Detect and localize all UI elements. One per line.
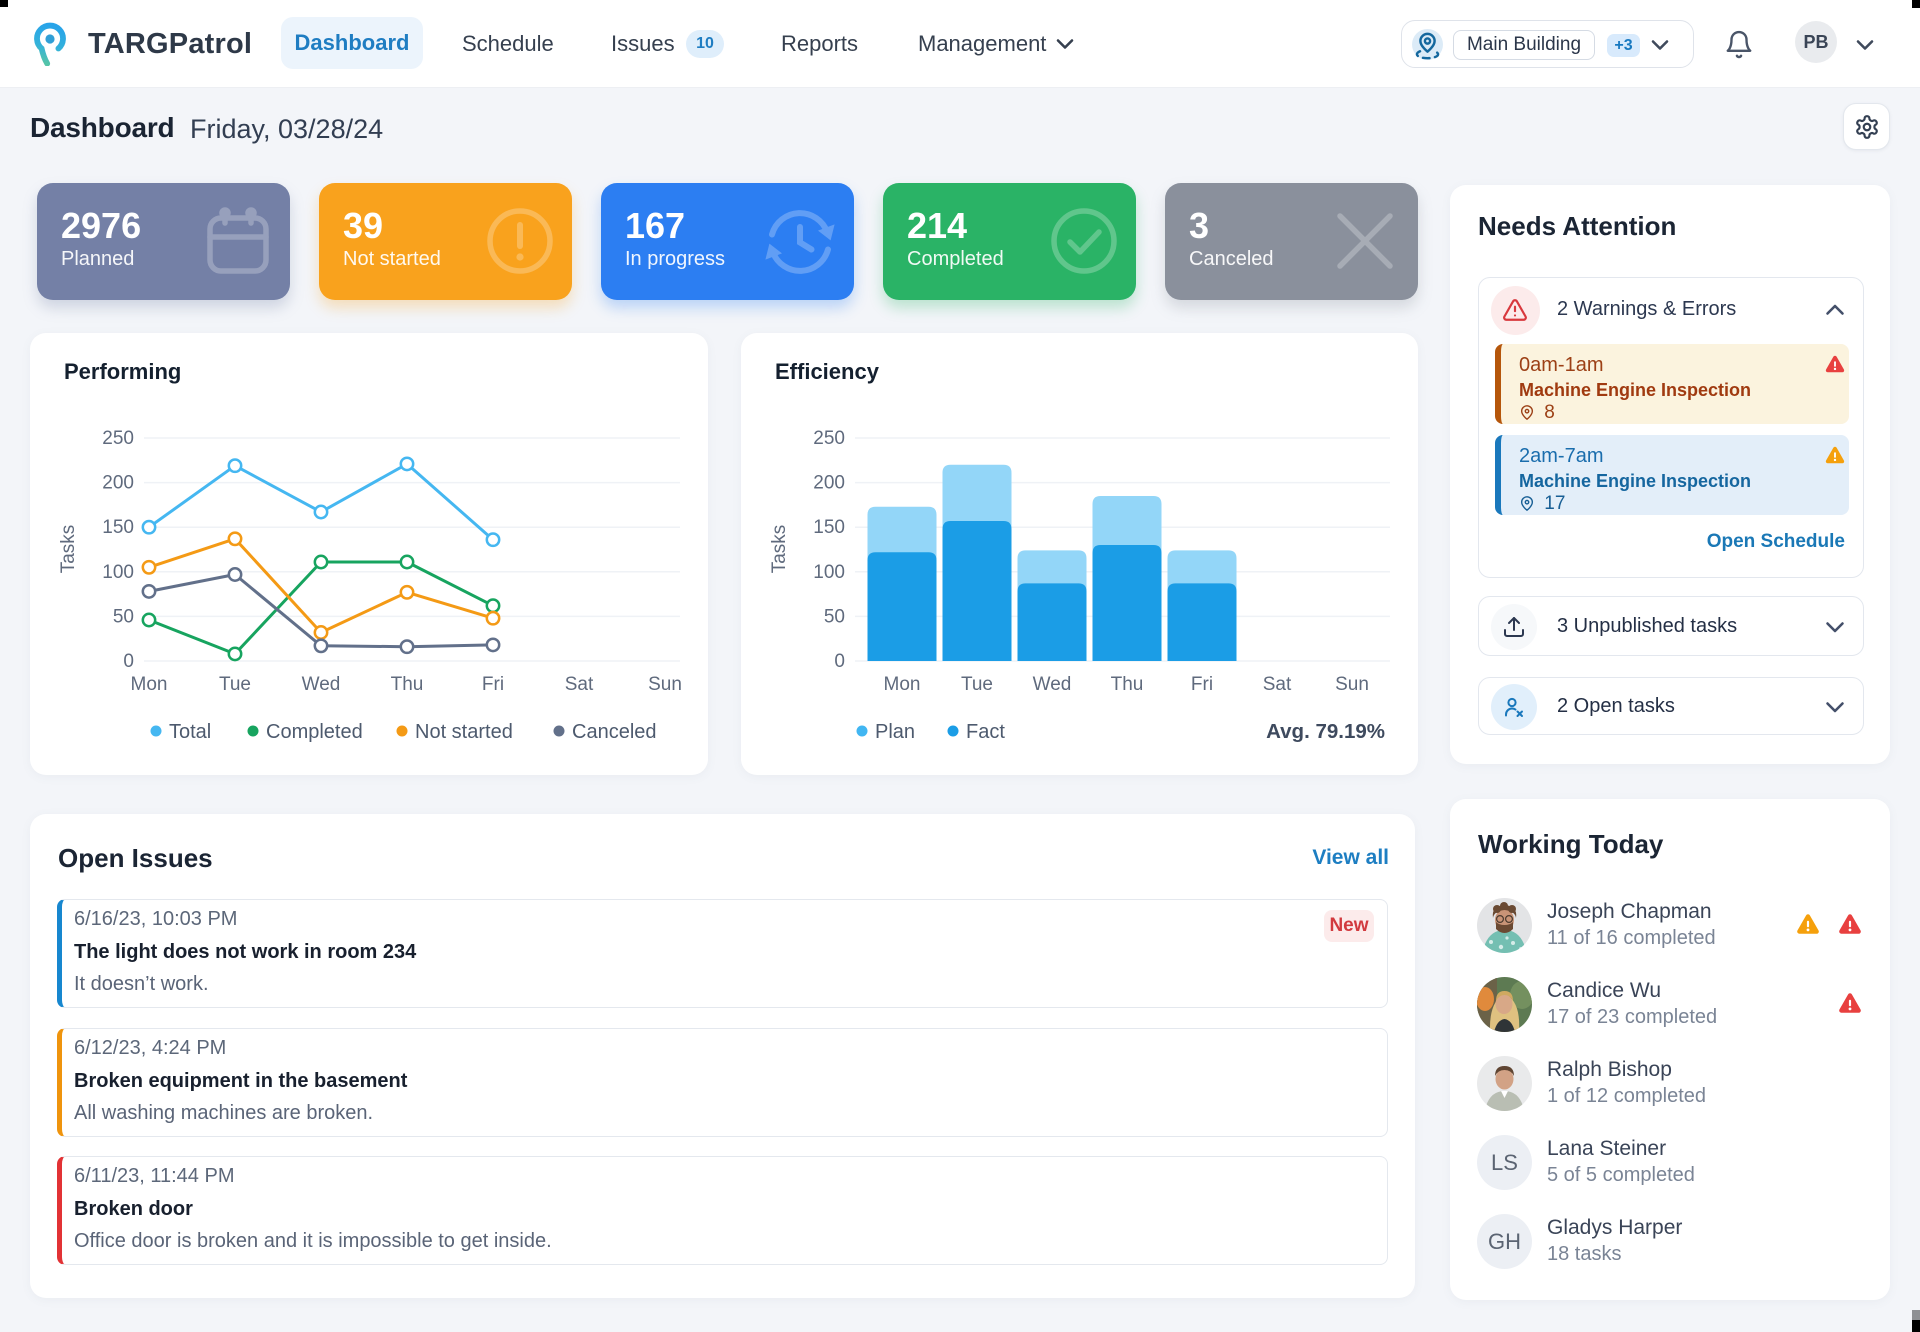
svg-text:Mon: Mon — [131, 674, 168, 695]
svg-text:Not started: Not started — [415, 721, 513, 743]
svg-text:Mon: Mon — [884, 674, 921, 695]
svg-text:100: 100 — [813, 562, 845, 583]
svg-text:Tue: Tue — [219, 674, 251, 695]
svg-text:Total: Total — [169, 721, 211, 743]
svg-text:Sat: Sat — [1263, 674, 1292, 695]
svg-text:100: 100 — [102, 562, 134, 583]
svg-text:Avg. 79.19%: Avg. 79.19% — [1266, 720, 1385, 743]
svg-text:Thu: Thu — [1111, 674, 1144, 695]
svg-text:Sat: Sat — [565, 674, 594, 695]
svg-text:50: 50 — [824, 606, 845, 627]
svg-text:200: 200 — [102, 473, 134, 494]
svg-text:250: 250 — [102, 428, 134, 449]
svg-text:Wed: Wed — [302, 674, 341, 695]
svg-text:Wed: Wed — [1033, 674, 1072, 695]
svg-text:Tue: Tue — [961, 674, 993, 695]
svg-text:Sun: Sun — [648, 674, 682, 695]
svg-text:Canceled: Canceled — [572, 721, 657, 743]
svg-text:0: 0 — [834, 651, 845, 672]
svg-text:Tasks: Tasks — [58, 525, 79, 574]
svg-text:200: 200 — [813, 473, 845, 494]
svg-text:150: 150 — [813, 517, 845, 538]
svg-text:Sun: Sun — [1335, 674, 1369, 695]
svg-text:Completed: Completed — [266, 721, 363, 743]
svg-text:Fri: Fri — [1191, 674, 1213, 695]
svg-text:Tasks: Tasks — [769, 525, 790, 574]
svg-text:150: 150 — [102, 517, 134, 538]
svg-text:Thu: Thu — [391, 674, 424, 695]
svg-text:0: 0 — [123, 651, 134, 672]
svg-text:Plan: Plan — [875, 721, 915, 743]
svg-text:Fact: Fact — [966, 721, 1005, 743]
svg-text:250: 250 — [813, 428, 845, 449]
svg-text:Fri: Fri — [482, 674, 504, 695]
svg-text:50: 50 — [113, 606, 134, 627]
